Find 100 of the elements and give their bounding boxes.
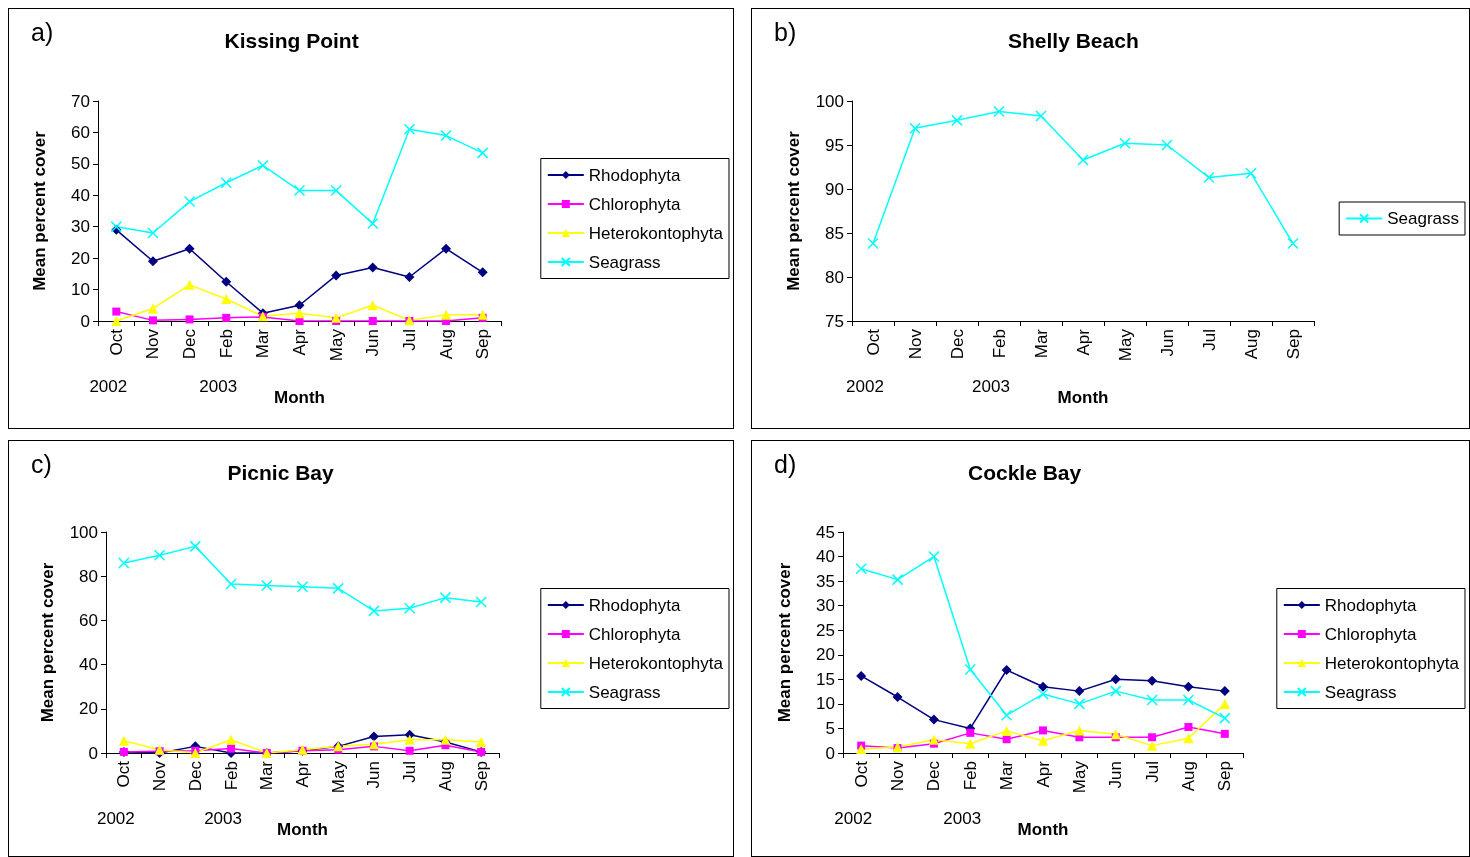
x-axis-title: Month xyxy=(1017,820,1069,839)
x-tick-label: Dec xyxy=(924,760,944,792)
text: c) xyxy=(31,449,52,478)
y-tick-label: 100 xyxy=(69,522,98,542)
point xyxy=(1110,674,1121,685)
y-tick-label: 0 xyxy=(80,311,90,331)
legend-label: Seagrass xyxy=(588,682,661,702)
x-tick-label: May xyxy=(1069,760,1089,794)
y-axis-title: Mean percent cover xyxy=(30,130,49,291)
legend-label: Rhodophyta xyxy=(1324,595,1418,615)
point xyxy=(153,549,166,561)
y-tick-label: 85 xyxy=(825,223,844,243)
point xyxy=(367,300,378,311)
y-tick-label: 70 xyxy=(71,91,90,111)
point xyxy=(928,550,940,563)
text: 2002 xyxy=(834,809,873,828)
y-tick-label: 30 xyxy=(816,596,835,616)
x-tick-label: Oct xyxy=(863,328,883,356)
point xyxy=(1219,712,1231,724)
point xyxy=(928,714,939,725)
point xyxy=(1147,740,1158,751)
text: 2002 xyxy=(96,809,135,828)
point xyxy=(147,256,158,267)
chart-title: Kissing Point xyxy=(224,29,359,52)
point xyxy=(1073,698,1086,710)
legend-label: Chlorophyta xyxy=(588,624,682,644)
y-tick-label: 80 xyxy=(79,566,98,586)
y-tick-label: 80 xyxy=(825,267,844,287)
x-tick-label: Dec xyxy=(180,328,200,360)
point xyxy=(294,308,305,319)
x-tick-label: Jun xyxy=(364,761,384,789)
x-tick-label: Jun xyxy=(1157,329,1177,357)
point xyxy=(1219,686,1230,697)
point xyxy=(928,734,939,745)
x-tick-label: Mar xyxy=(253,328,273,359)
point xyxy=(892,692,903,703)
y-tick-label: 10 xyxy=(816,694,835,714)
point xyxy=(1037,688,1049,700)
legend-label: Rhodophyta xyxy=(588,165,682,185)
point xyxy=(1038,735,1048,746)
chart-title: Shelly Beach xyxy=(1008,29,1139,52)
point xyxy=(1119,137,1131,149)
x-axis-title: Month xyxy=(274,388,325,407)
point xyxy=(331,270,342,281)
point xyxy=(220,176,232,189)
text: d) xyxy=(774,449,797,478)
legend-label: Heterokontophyta xyxy=(1324,653,1460,673)
point xyxy=(110,220,123,233)
point xyxy=(1074,725,1085,736)
x-tick-label: Aug xyxy=(1178,761,1198,792)
point xyxy=(331,312,342,323)
point xyxy=(1184,722,1193,731)
x-axis-title: Month xyxy=(1057,388,1109,407)
y-tick-label: 100 xyxy=(815,91,844,111)
legend-label: Heterokontophyta xyxy=(588,223,724,243)
point xyxy=(1001,665,1012,675)
x-tick-label: Oct xyxy=(851,760,871,788)
y-tick-label: 15 xyxy=(816,669,835,689)
y-axis-title: Mean percent cover xyxy=(784,130,803,291)
point xyxy=(964,663,977,676)
point xyxy=(1038,681,1048,692)
point xyxy=(855,563,867,575)
x-tick-label: May xyxy=(328,760,348,794)
text: 2002 xyxy=(89,377,128,396)
x-tick-label: Apr xyxy=(293,760,312,788)
point xyxy=(404,272,415,282)
point xyxy=(1245,167,1257,179)
point xyxy=(112,307,121,316)
legend-label: Seagrass xyxy=(1387,209,1460,228)
y-tick-label: 5 xyxy=(825,718,835,738)
chart-title: Cockle Bay xyxy=(968,461,1082,484)
point xyxy=(993,105,1005,118)
point xyxy=(1074,686,1085,697)
point xyxy=(367,217,379,230)
y-tick-label: 45 xyxy=(816,522,835,542)
x-tick-label: Jun xyxy=(1106,761,1126,789)
y-tick-label: 20 xyxy=(816,645,835,665)
text: 2003 xyxy=(199,377,238,396)
text: b) xyxy=(774,17,797,46)
x-tick-label: Apr xyxy=(290,328,309,356)
y-tick-label: 95 xyxy=(825,135,844,155)
point xyxy=(1146,694,1158,706)
point xyxy=(441,309,452,320)
point xyxy=(403,123,416,136)
x-tick-label: May xyxy=(326,328,346,362)
point xyxy=(225,578,237,590)
point xyxy=(477,309,488,320)
point xyxy=(966,728,975,737)
x-tick-label: Jun xyxy=(363,329,383,357)
x-tick-label: May xyxy=(1115,328,1135,362)
point xyxy=(403,602,416,614)
point xyxy=(1000,709,1013,721)
legend-label: Seagrass xyxy=(1324,682,1397,702)
x-axis-title: Month xyxy=(277,820,328,839)
point xyxy=(477,267,488,278)
x-tick-label: Sep xyxy=(471,761,491,792)
point xyxy=(184,279,195,290)
point xyxy=(856,670,867,681)
x-tick-label: Aug xyxy=(1241,329,1261,360)
point xyxy=(294,300,305,311)
